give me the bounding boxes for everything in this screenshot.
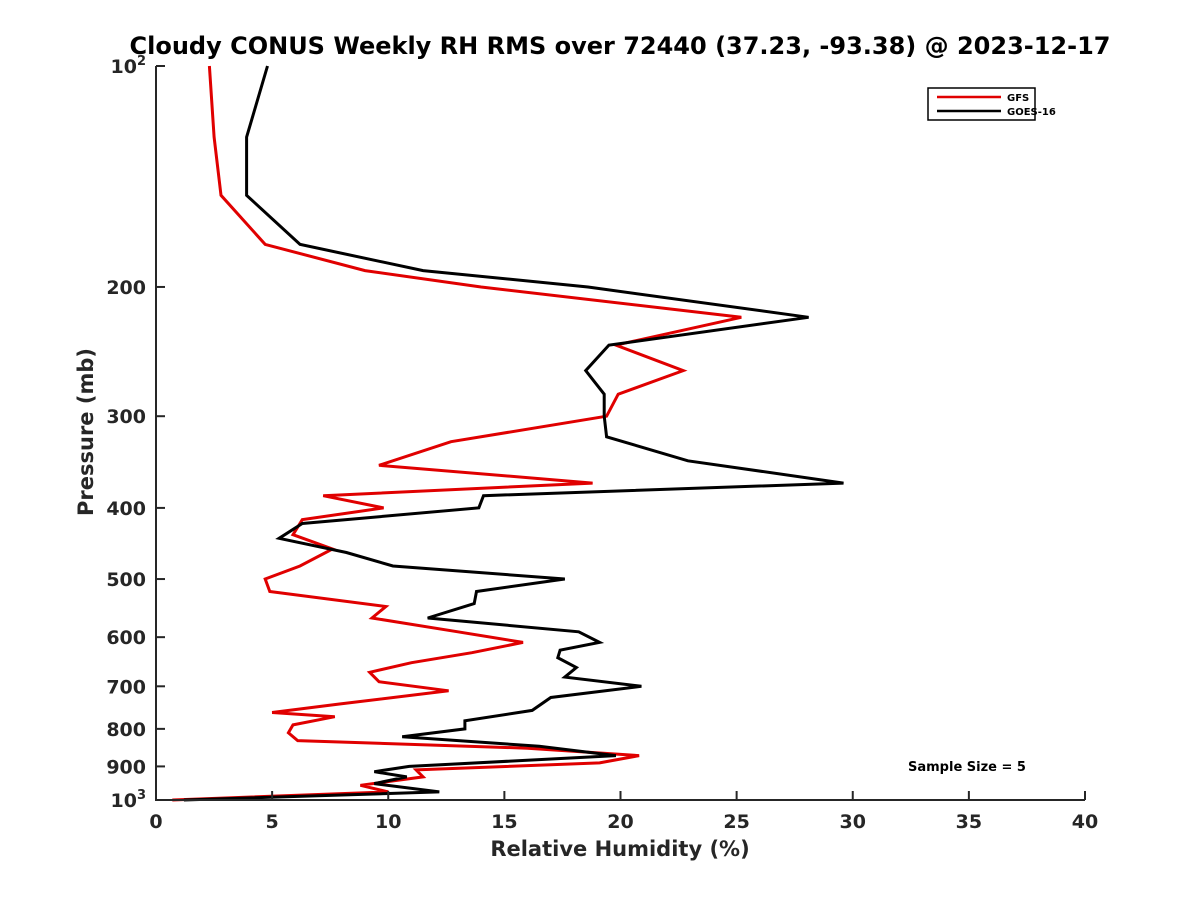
axes: 0 5 10 15 20 25 30 35 40 102 200 300 400 500 600 700 800… xyxy=(106,54,1098,833)
y-tick-label: 600 xyxy=(106,627,146,649)
x-tick-label: 30 xyxy=(840,811,866,833)
x-tick-label: 25 xyxy=(723,811,749,833)
x-tick-label: 40 xyxy=(1072,811,1098,833)
x-tick-label: 35 xyxy=(956,811,982,833)
x-axis-label: Relative Humidity (%) xyxy=(490,837,749,861)
y-tick-label: 500 xyxy=(106,569,146,591)
y-tick-label: 700 xyxy=(106,676,146,698)
plot-area xyxy=(172,65,844,802)
y-tick-label: 900 xyxy=(106,756,146,778)
y-axis-label: Pressure (mb) xyxy=(74,348,98,516)
legend-label-gfs: GFS xyxy=(1007,93,1029,104)
x-tick-label: 5 xyxy=(266,811,279,833)
x-tick-label: 0 xyxy=(149,811,162,833)
y-tick-label: 800 xyxy=(106,719,146,741)
legend-label-goes-16: GOES-16 xyxy=(1007,107,1056,118)
series-line-gfs xyxy=(172,65,742,802)
y-tick-label: 102 xyxy=(111,54,147,78)
y-tick-label: 400 xyxy=(106,498,146,520)
legend-box xyxy=(927,87,1036,121)
x-tick-label: 15 xyxy=(491,811,517,833)
y-tick-label: 103 xyxy=(111,788,147,812)
series-line-goes-16 xyxy=(183,65,844,802)
x-tick-label: 20 xyxy=(607,811,633,833)
legend: GFS GOES-16 xyxy=(927,87,1056,121)
y-tick-label: 300 xyxy=(106,406,146,428)
x-tick-label: 10 xyxy=(375,811,401,833)
y-tick-label: 200 xyxy=(106,277,146,299)
sample-size-annotation: Sample Size = 5 xyxy=(908,760,1026,775)
chart-title: Cloudy CONUS Weekly RH RMS over 72440 (3… xyxy=(130,32,1111,60)
